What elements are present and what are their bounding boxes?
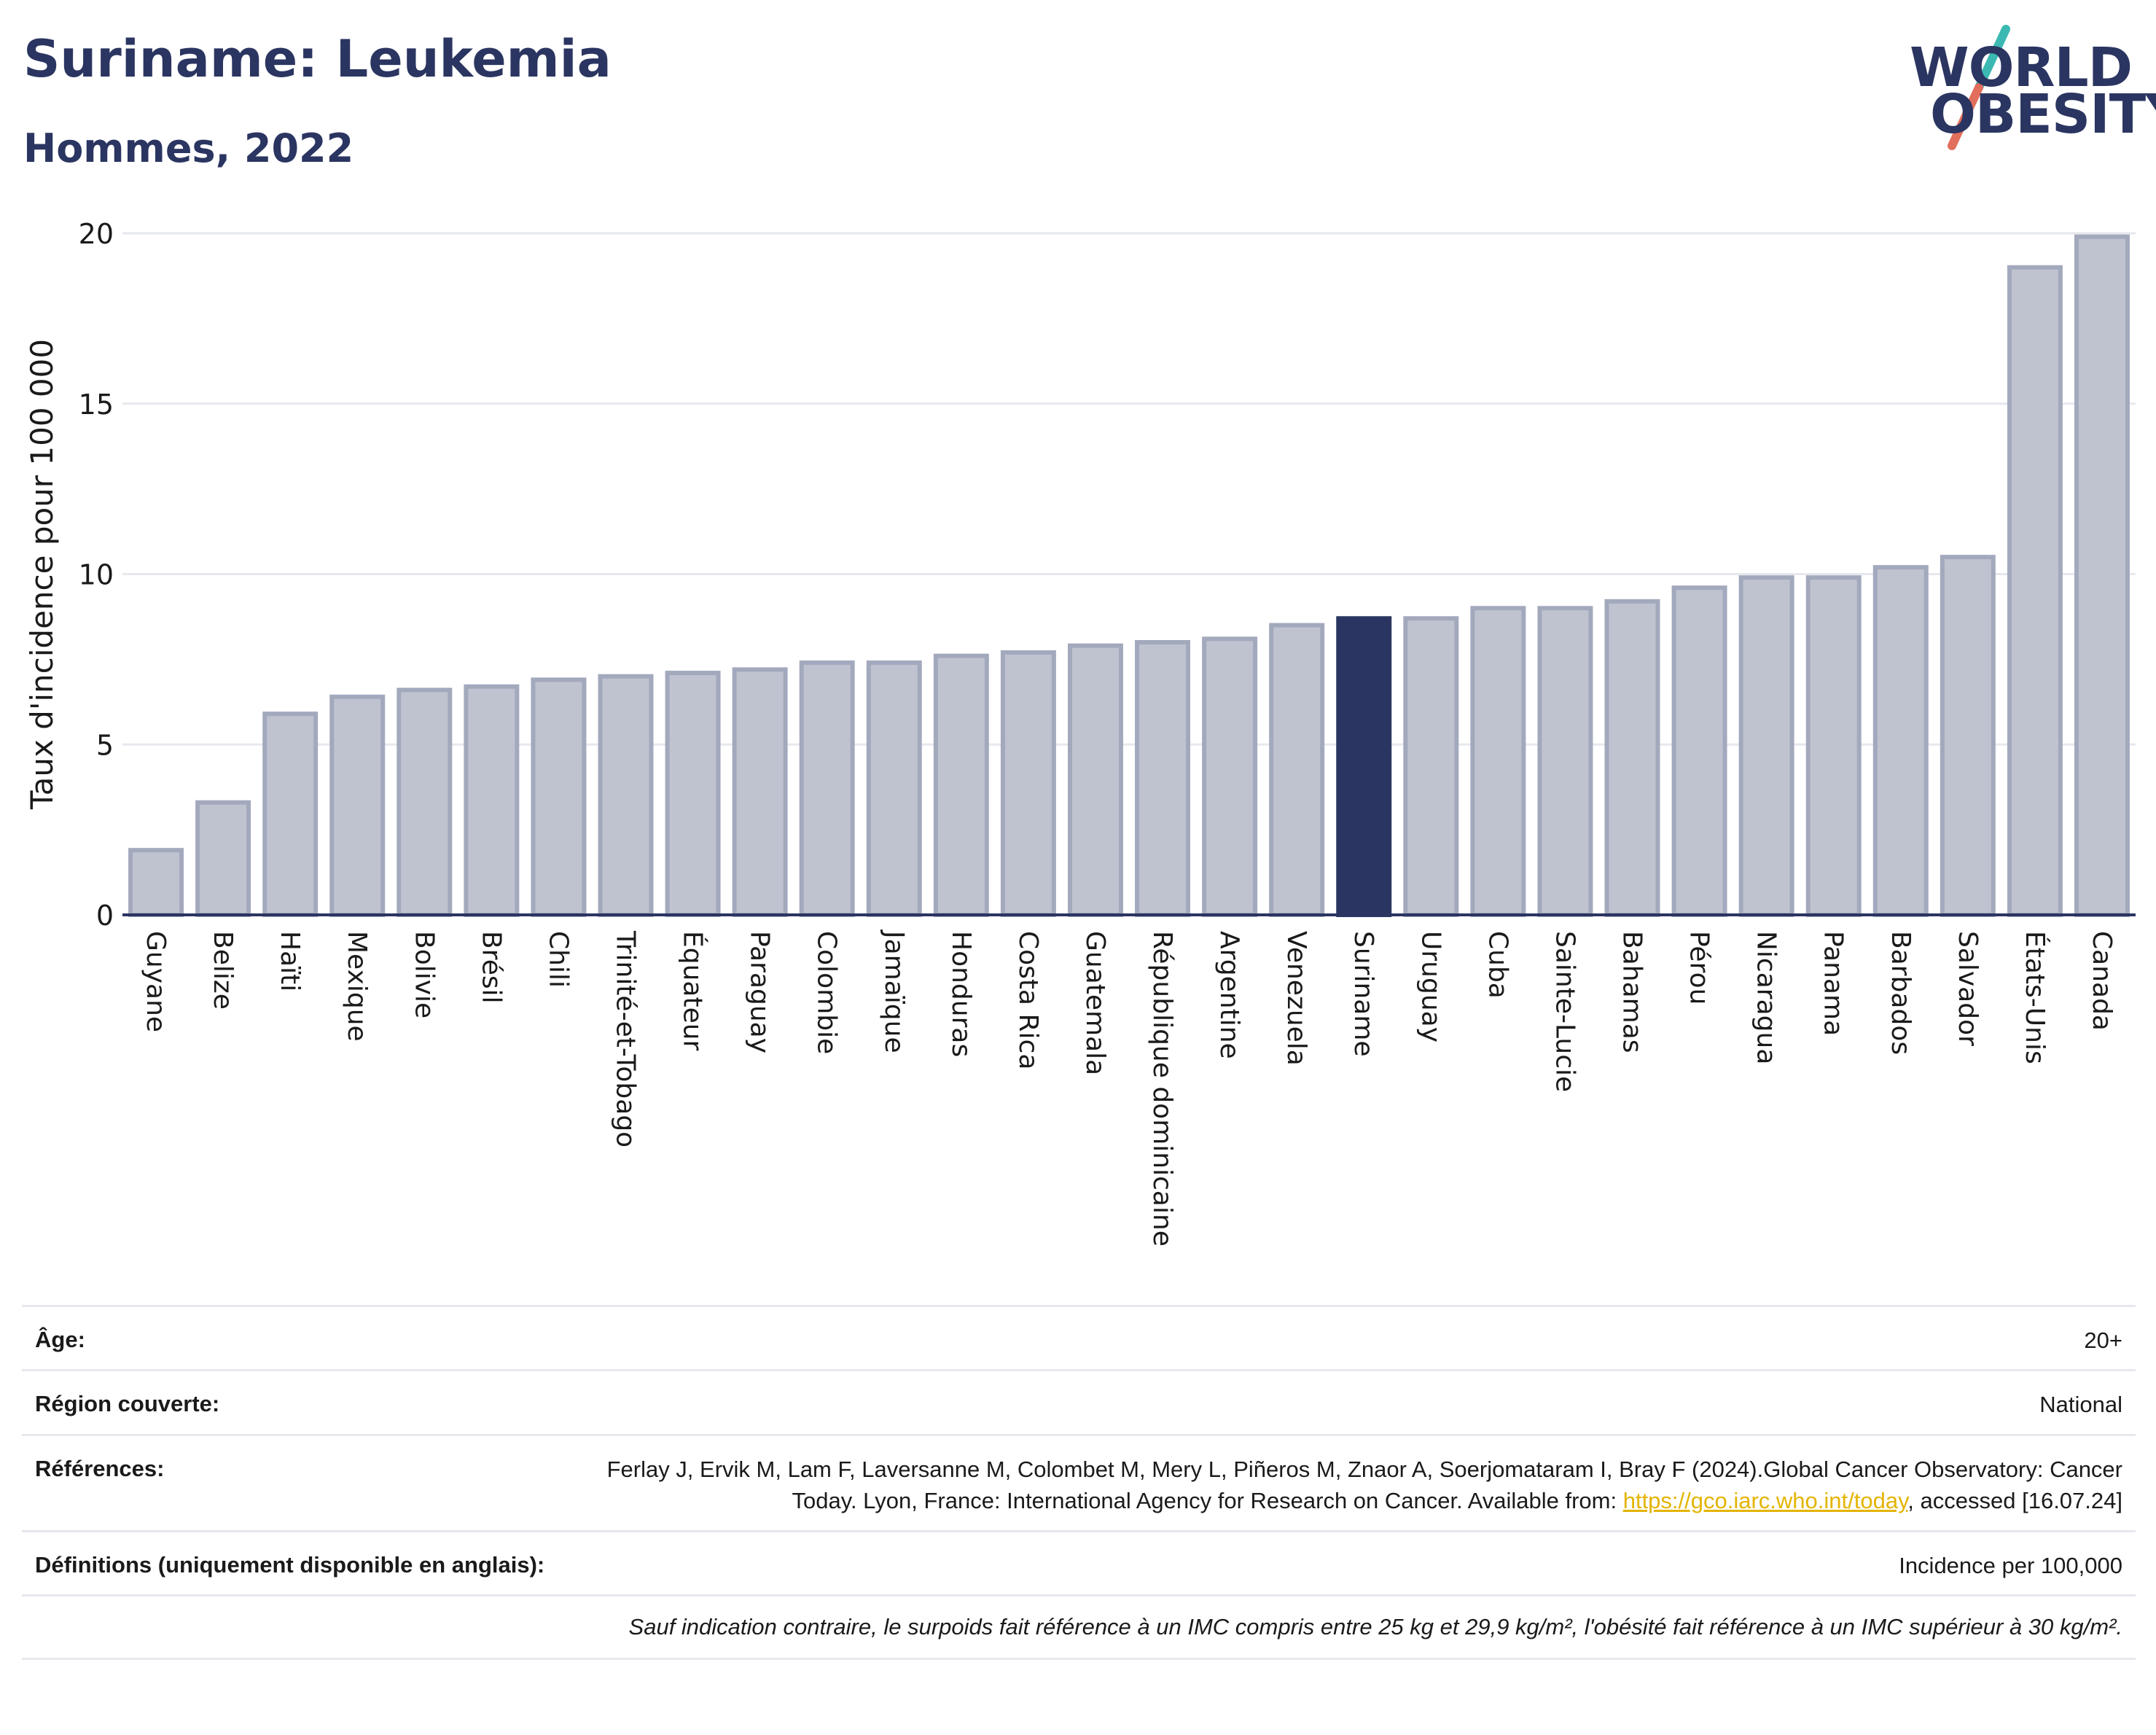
- x-tick-label: Chili: [543, 931, 573, 988]
- footnote: Sauf indication contraire, le surpoids f…: [22, 1594, 2136, 1660]
- x-tick-label: Venezuela: [1281, 931, 1311, 1066]
- bar-2: [262, 711, 319, 917]
- x-tick-label: Canada: [2087, 931, 2117, 1031]
- bar-18: [1336, 616, 1392, 918]
- x-tick-label: Barbados: [1886, 931, 1915, 1055]
- bar-24: [1738, 575, 1794, 917]
- logo-text-world: WORLD: [1910, 36, 2133, 99]
- bar-22: [1604, 599, 1660, 918]
- bar-16: [1202, 636, 1258, 917]
- x-tick-label: Cuba: [1483, 931, 1512, 999]
- x-tick-label: Belize: [208, 931, 238, 1010]
- bar-3: [329, 694, 386, 917]
- x-tick-label: Costa Rica: [1013, 931, 1043, 1069]
- bar-20: [1470, 606, 1526, 917]
- bar-15: [1135, 640, 1191, 917]
- x-tick-label: Uruguay: [1415, 931, 1445, 1042]
- x-tick-label: Colombie: [812, 931, 842, 1054]
- x-tick-label: Salvador: [1953, 931, 1983, 1046]
- references-text: Ferlay J, Ervik M, Lam F, Laversanne M, …: [606, 1456, 2122, 1514]
- x-tick-label: Pérou: [1684, 931, 1714, 1005]
- x-tick-label: Haïti: [275, 931, 305, 991]
- y-tick-label: 5: [96, 729, 114, 761]
- x-tick-label: Bahamas: [1617, 931, 1647, 1053]
- bar-14: [1067, 643, 1123, 917]
- logo-slash-icon: [1948, 25, 2010, 150]
- bar-19: [1403, 616, 1459, 918]
- chart-subtitle: Hommes, 2022: [23, 125, 354, 171]
- age-value: 20+: [2084, 1327, 2122, 1353]
- references-value: Ferlay J, Ervik M, Lam F, Laversanne M, …: [592, 1454, 2122, 1517]
- world-obesity-logo: WORLD OBESITY: [1895, 22, 2156, 153]
- bar-26: [1872, 565, 1929, 918]
- x-tick-label: Guatemala: [1080, 931, 1110, 1075]
- bar-11: [866, 660, 922, 917]
- x-tick-label: Équateur: [678, 931, 708, 1051]
- x-tick-label: Sainte-Lucie: [1550, 931, 1579, 1092]
- chart-title: Suriname: Leukemia: [23, 29, 612, 89]
- definitions-value: Incidence per 100,000: [1899, 1552, 2122, 1578]
- x-tick-label: Panama: [1819, 931, 1848, 1036]
- region-value: National: [2039, 1392, 2122, 1418]
- logo-text-obesity: OBESITY: [1930, 83, 2156, 146]
- bar-1: [195, 800, 251, 917]
- x-tick-label: Argentine: [1214, 931, 1244, 1059]
- x-tick-label: Jamaïque: [879, 929, 909, 1053]
- bar-5: [464, 684, 520, 918]
- x-tick-label: Brésil: [476, 931, 506, 1004]
- x-tick-label: Honduras: [946, 931, 976, 1057]
- references-label: Références:: [35, 1455, 165, 1481]
- x-tick-label: Bolivie: [409, 931, 439, 1018]
- y-axis-label: Taux d'incidence pour 100 000: [24, 339, 60, 810]
- bar-10: [799, 660, 855, 917]
- definitions-label: Définitions (uniquement disponible en an…: [35, 1551, 545, 1578]
- x-tick-label: Nicaragua: [1751, 931, 1781, 1064]
- references-accessed: , accessed [16.07.24]: [1907, 1488, 2122, 1514]
- x-tick-label: Trinité-et-Tobago: [611, 930, 641, 1147]
- age-label: Âge:: [35, 1327, 85, 1352]
- bar-21: [1537, 606, 1593, 917]
- bar-13: [1000, 650, 1056, 918]
- x-tick-label: Suriname: [1348, 931, 1378, 1057]
- bar-6: [531, 677, 587, 917]
- bar-27: [1940, 555, 1996, 917]
- y-tick-label: 15: [79, 389, 114, 421]
- info-row-definitions: Définitions (uniquement disponible en an…: [22, 1529, 2136, 1594]
- info-table: Âge: 20+ Région couverte: National Référ…: [22, 1305, 2136, 1660]
- references-link[interactable]: https://gco.iarc.who.int/today: [1622, 1488, 1908, 1514]
- bar-25: [1805, 575, 1862, 917]
- x-tick-label: Mexique: [342, 931, 372, 1042]
- bar-8: [665, 671, 721, 917]
- bar-9: [732, 667, 788, 918]
- info-row-region: Région couverte: National: [22, 1369, 2136, 1433]
- x-tick-label: États-Unis: [2020, 931, 2050, 1064]
- bar-7: [598, 674, 654, 917]
- bar-0: [128, 848, 184, 917]
- region-label: Région couverte:: [35, 1391, 220, 1417]
- y-tick-label: 10: [79, 559, 114, 591]
- x-tick-label: Guyane: [141, 931, 171, 1032]
- x-tick-label: République dominicaine: [1147, 931, 1177, 1247]
- y-tick-label: 0: [96, 900, 114, 932]
- x-tick-label: Paraguay: [745, 931, 775, 1053]
- bar-28: [2007, 265, 2063, 917]
- bar-chart: 0 5 10 15 20 Taux d'incidence pour 100 000 Guy…: [24, 218, 2136, 1247]
- bar-4: [397, 687, 453, 917]
- bar-29: [2074, 234, 2130, 918]
- bar-12: [933, 653, 989, 917]
- bar-23: [1671, 585, 1727, 917]
- info-row-references: Références: Ferlay J, Ervik M, Lam F, La…: [22, 1433, 2136, 1530]
- y-tick-label: 20: [79, 218, 114, 250]
- info-row-age: Âge: 20+: [22, 1305, 2136, 1369]
- bar-17: [1269, 623, 1325, 917]
